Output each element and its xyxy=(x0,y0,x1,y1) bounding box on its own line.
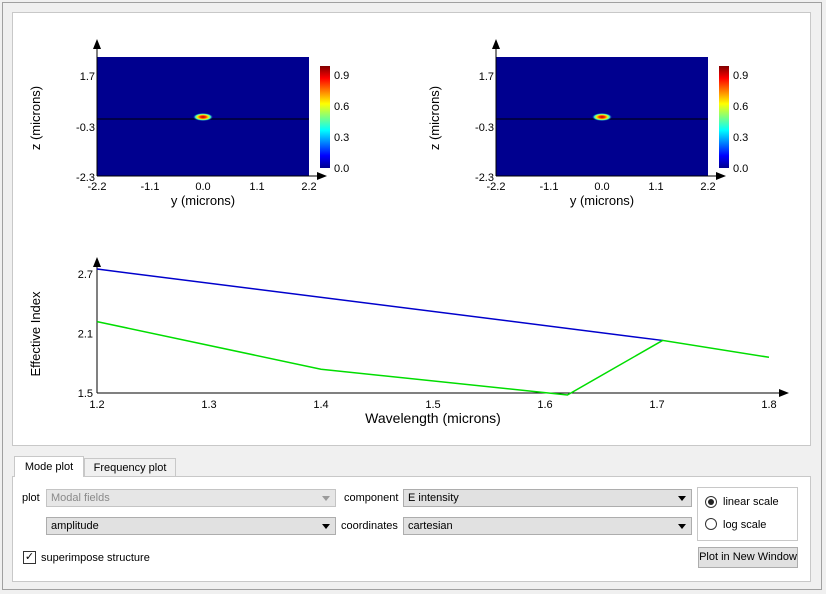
x-tick-label: -2.2 xyxy=(487,181,506,193)
x-tick-label: 1.6 xyxy=(537,399,552,411)
x-tick-label: 1.5 xyxy=(425,399,440,411)
x-axis-arrow xyxy=(716,172,726,180)
plot-label: plot xyxy=(22,492,40,504)
colorbar-tick: 0.0 xyxy=(334,163,349,175)
mode-plot-2: 1.7 -0.3 -2.3 -2.2 -1.1 0.0 1.1 2.2 y (m… xyxy=(427,39,748,208)
x-tick-label: -1.1 xyxy=(540,181,559,193)
effective-index-chart: 1.2 1.3 1.4 1.5 1.6 1.7 1.8 2.7 2.1 1.5 Waveleng… xyxy=(28,257,789,426)
x-tick-label: 2.2 xyxy=(301,181,316,193)
log-scale-radio[interactable] xyxy=(705,518,717,530)
x-tick-label: 1.1 xyxy=(648,181,663,193)
x-axis-label: y (microns) xyxy=(171,193,235,208)
component-label: component xyxy=(344,492,399,504)
colorbar-tick: 0.6 xyxy=(334,101,349,113)
tab-mode-plot[interactable]: Mode plot xyxy=(14,456,84,477)
plots-svg: 1.7 -0.3 -2.3 -2.2 -1.1 0.0 1.1 2.2 y (m… xyxy=(28,39,789,426)
x-tick-label: 0.0 xyxy=(195,181,210,193)
x-axis-arrow xyxy=(779,389,789,397)
colorbar-tick: 0.9 xyxy=(733,70,748,82)
x-axis-label: y (microns) xyxy=(570,193,634,208)
series-line-1 xyxy=(96,268,663,342)
y-ticks: 2.7 2.1 1.5 xyxy=(78,269,93,400)
colorbar-tick: 0.3 xyxy=(733,132,748,144)
colorbar-tick: 0.3 xyxy=(334,132,349,144)
coordinates-select[interactable]: cartesian xyxy=(403,517,692,535)
colorbar xyxy=(719,66,729,168)
colorbar-tick: 0.0 xyxy=(733,163,748,175)
x-tick-label: -1.1 xyxy=(141,181,160,193)
x-tick-label: 1.1 xyxy=(249,181,264,193)
x-tick-label: 1.7 xyxy=(649,399,664,411)
coordinates-select-value: cartesian xyxy=(408,520,453,532)
y-axis-arrow xyxy=(93,257,101,267)
x-axis-arrow xyxy=(317,172,327,180)
series-group xyxy=(96,268,770,396)
y-axis-label: z (microns) xyxy=(427,86,442,150)
y-axis-label: Effective Index xyxy=(28,291,43,377)
y-tick-label: 2.1 xyxy=(78,329,93,341)
mode-spot xyxy=(193,113,213,121)
y-axis-label: z (microns) xyxy=(28,86,43,150)
y-tick-label: 2.7 xyxy=(78,269,93,281)
y-tick-label: -0.3 xyxy=(76,122,95,134)
y-tick-label: -0.3 xyxy=(475,122,494,134)
chevron-down-icon xyxy=(678,496,686,501)
chevron-down-icon xyxy=(322,524,330,529)
y-tick-label: -2.3 xyxy=(475,172,494,184)
chevron-down-icon xyxy=(678,524,686,529)
y-axis-arrow xyxy=(492,39,500,49)
x-tick-label: 1.4 xyxy=(313,399,328,411)
y-tick-label: -2.3 xyxy=(76,172,95,184)
plot-new-window-button[interactable]: Plot in New Window xyxy=(698,547,798,568)
chevron-down-icon xyxy=(322,496,330,501)
component-select-value: E intensity xyxy=(408,492,459,504)
colorbar-tick: 0.9 xyxy=(334,70,349,82)
colorbar-tick: 0.6 xyxy=(733,101,748,113)
tab-frequency-plot[interactable]: Frequency plot xyxy=(84,458,176,476)
coordinates-label: coordinates xyxy=(341,520,398,532)
x-tick-label: -2.2 xyxy=(88,181,107,193)
x-ticks: 1.2 1.3 1.4 1.5 1.6 1.7 1.8 xyxy=(89,399,776,411)
x-tick-label: 1.8 xyxy=(761,399,776,411)
y-tick-label: 1.7 xyxy=(80,71,95,83)
mode-plot-1: 1.7 -0.3 -2.3 -2.2 -1.1 0.0 1.1 2.2 y (m… xyxy=(28,39,349,208)
linear-scale-label: linear scale xyxy=(723,496,779,508)
superimpose-label: superimpose structure xyxy=(41,552,150,564)
amplitude-select-value: amplitude xyxy=(51,520,99,532)
component-select[interactable]: E intensity xyxy=(403,489,692,507)
x-tick-label: 0.0 xyxy=(594,181,609,193)
plot-select[interactable]: Modal fields xyxy=(46,489,336,507)
plot-select-value: Modal fields xyxy=(51,492,110,504)
x-tick-label: 1.3 xyxy=(201,399,216,411)
x-tick-label: 2.2 xyxy=(700,181,715,193)
x-tick-label: 1.2 xyxy=(89,399,104,411)
y-axis-arrow xyxy=(93,39,101,49)
superimpose-checkbox[interactable]: ✓ xyxy=(23,551,36,564)
log-scale-label: log scale xyxy=(723,519,767,531)
colorbar xyxy=(320,66,330,168)
x-axis-label: Wavelength (microns) xyxy=(365,410,501,426)
y-tick-label: 1.5 xyxy=(78,388,93,400)
amplitude-select[interactable]: amplitude xyxy=(46,517,336,535)
linear-scale-radio[interactable] xyxy=(705,496,717,508)
y-tick-label: 1.7 xyxy=(479,71,494,83)
plot-area: 1.7 -0.3 -2.3 -2.2 -1.1 0.0 1.1 2.2 y (m… xyxy=(12,12,811,446)
mode-spot xyxy=(592,113,612,121)
series-line-2 xyxy=(96,320,770,396)
